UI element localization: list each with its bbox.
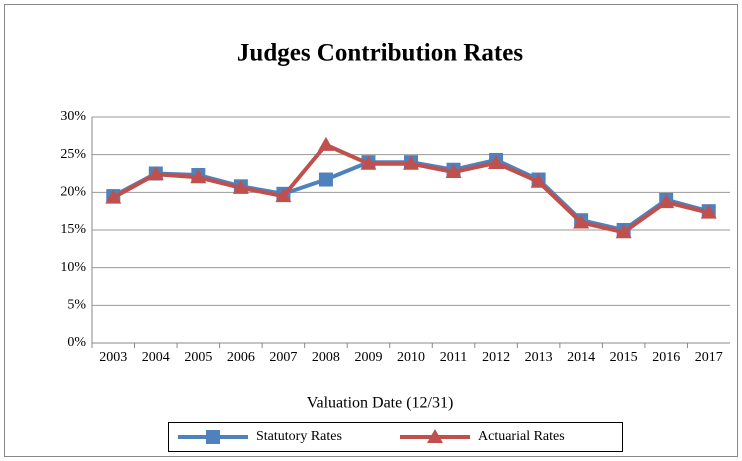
x-tick-label: 2010 xyxy=(397,350,425,365)
legend-marker xyxy=(427,429,443,443)
data-point xyxy=(530,173,547,188)
data-point xyxy=(232,179,249,194)
data-point xyxy=(275,188,292,203)
data-point xyxy=(445,163,462,178)
legend-label: Actuarial Rates xyxy=(478,429,565,444)
data-point xyxy=(360,155,377,170)
y-tick-label: 0% xyxy=(67,335,86,350)
x-tick-label: 2009 xyxy=(354,350,382,365)
data-point xyxy=(615,224,632,239)
legend-marker xyxy=(206,430,220,444)
x-axis-label: Valuation Date (12/31) xyxy=(307,395,454,412)
x-tick-label: 2014 xyxy=(567,350,595,365)
x-tick-label: 2004 xyxy=(142,350,170,365)
data-point xyxy=(658,194,675,209)
x-tick-label: 2017 xyxy=(695,350,723,365)
x-tick-label: 2012 xyxy=(482,350,510,365)
chart-title: Judges Contribution Rates xyxy=(237,40,523,67)
y-tick-label: 25% xyxy=(60,147,86,162)
y-tick-label: 20% xyxy=(60,185,86,200)
x-tick-label: 2006 xyxy=(227,350,255,365)
data-point xyxy=(488,154,505,169)
x-tick-label: 2013 xyxy=(525,350,553,365)
x-tick-label: 2011 xyxy=(440,350,467,365)
x-tick-label: 2007 xyxy=(269,350,297,365)
legend-label: Statutory Rates xyxy=(256,429,342,444)
data-point xyxy=(190,169,207,184)
x-tick-label: 2008 xyxy=(312,350,340,365)
data-point xyxy=(317,136,334,151)
data-point xyxy=(147,166,164,181)
x-tick-label: 2015 xyxy=(610,350,638,365)
data-point xyxy=(318,172,333,187)
y-tick-label: 5% xyxy=(67,298,86,313)
data-point xyxy=(573,214,590,229)
x-tick-label: 2005 xyxy=(184,350,212,365)
x-tick-label: 2003 xyxy=(99,350,127,365)
y-tick-label: 30% xyxy=(60,109,86,124)
y-tick-label: 15% xyxy=(60,222,86,237)
data-point xyxy=(700,204,717,219)
y-tick-label: 10% xyxy=(60,260,86,275)
data-point xyxy=(105,189,122,204)
x-tick-label: 2016 xyxy=(652,350,680,365)
data-point xyxy=(403,155,419,170)
